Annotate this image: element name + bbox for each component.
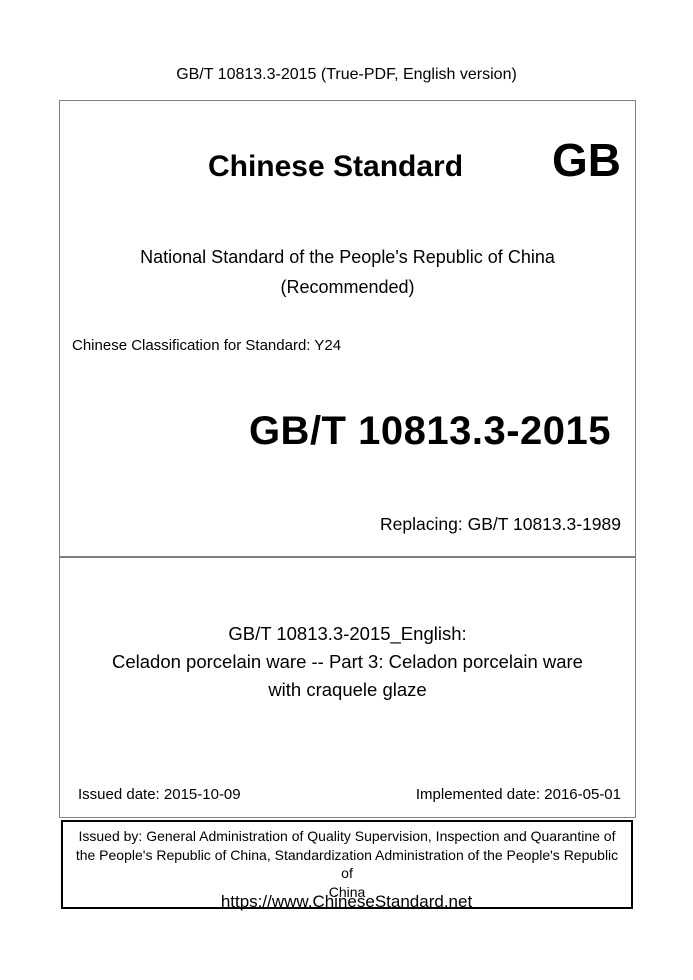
issuer-line2: the People's Republic of China, Standard… <box>75 846 619 882</box>
gb-logo: GB <box>552 134 621 186</box>
website-link[interactable]: https://www.ChineseStandard.net <box>220 892 473 911</box>
issued-date: Issued date: 2015-10-09 <box>78 786 241 803</box>
standard-number: GB/T 10813.3-2015 <box>248 409 611 453</box>
replacing-line: Replacing: GB/T 10813.3-1989 <box>380 514 621 534</box>
english-title-line2: Celadon porcelain ware -- Part 3: Celado… <box>112 651 583 672</box>
english-title-block: GB/T 10813.3-2015_English: Celadon porce… <box>60 620 635 704</box>
issuer-line3: China <box>328 883 366 900</box>
brand-title: Chinese Standard <box>207 150 464 183</box>
classification-line: Chinese Classification for Standard: Y24 <box>72 337 342 354</box>
section-divider <box>60 556 635 558</box>
page-header-title: GB/T 10813.3-2015 (True-PDF, English ver… <box>176 66 517 83</box>
footer-url-container: https://www.ChineseStandard.net <box>0 892 693 912</box>
issuer-line1: Issued by: General Administration of Qua… <box>78 828 616 844</box>
national-standard-line: National Standard of the People's Republ… <box>140 247 555 267</box>
recommended-line: (Recommended) <box>280 277 415 297</box>
english-title-line1: GB/T 10813.3-2015_English: <box>228 623 467 644</box>
dates-row: Issued date: 2015-10-09 Implemented date… <box>78 786 621 804</box>
english-title-line3: with craquele glaze <box>268 679 427 700</box>
issuer-box: Issued by: General Administration of Qua… <box>61 820 633 909</box>
implemented-date: Implemented date: 2016-05-01 <box>415 786 621 803</box>
standard-cover-box: Chinese Standard GB National Standard of… <box>59 100 636 818</box>
